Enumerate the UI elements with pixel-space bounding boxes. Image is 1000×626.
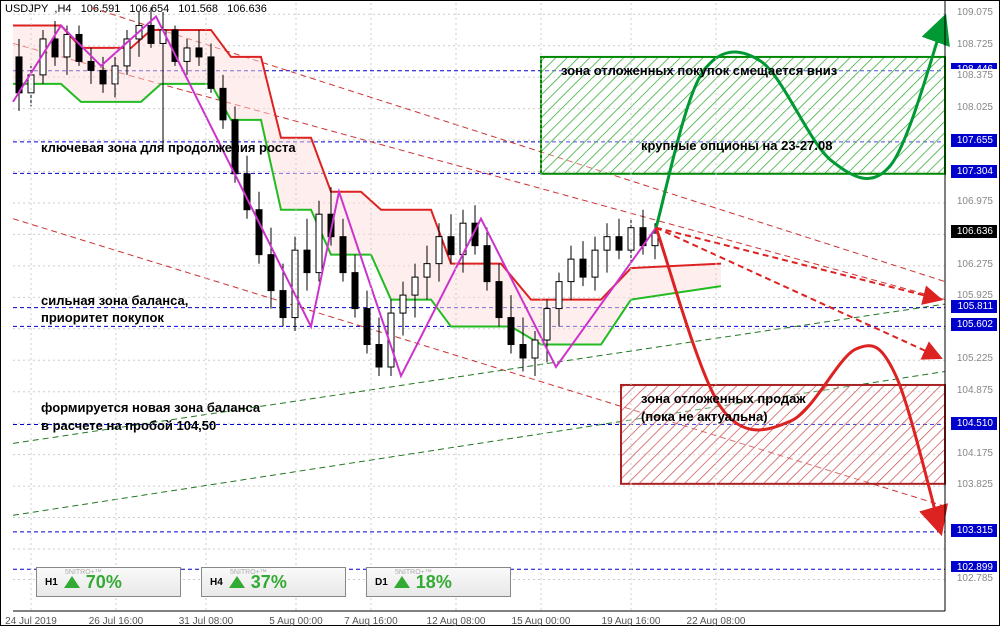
price-label: 104.175: [951, 447, 997, 460]
price-label: 106.636: [951, 225, 997, 238]
nitro-panel-h4: H45NITRO+™37%: [201, 567, 346, 597]
price-label: 104.510: [951, 417, 997, 430]
price-label: 108.025: [951, 101, 997, 114]
annot-pending-sell: зона отложенных продаж(пока не актуальна…: [641, 390, 806, 425]
nitro-panel-d1: D15NITRO+™18%: [366, 567, 511, 597]
price-label: 107.655: [951, 134, 997, 147]
price-label: 106.975: [951, 195, 997, 208]
annot-new-balance: формируется новая зона балансав расчете …: [41, 399, 260, 434]
nitro-label: 5NITRO+™: [65, 569, 102, 576]
nitro-panel-h1: H15NITRO+™70%: [36, 567, 181, 597]
price-label: 105.811: [951, 300, 997, 313]
price-label: 107.304: [951, 165, 997, 178]
annot-balance: сильная зона баланса,приоритет покупок: [41, 292, 188, 327]
triangle-up-icon: [229, 576, 245, 588]
nitro-timeframe: D1: [375, 577, 388, 588]
price-label: 105.225: [951, 352, 997, 365]
price-label: 103.315: [951, 524, 997, 537]
svg-text:15 Aug 00:00: 15 Aug 00:00: [512, 616, 571, 626]
svg-text:26 Jul 16:00: 26 Jul 16:00: [89, 616, 144, 626]
svg-text:5 Aug 00:00: 5 Aug 00:00: [269, 616, 323, 626]
svg-text:7 Aug 16:00: 7 Aug 16:00: [344, 616, 398, 626]
nitro-label: 5NITRO+™: [395, 569, 432, 576]
svg-text:12 Aug 08:00: 12 Aug 08:00: [427, 616, 486, 626]
price-label: 108.725: [951, 38, 997, 51]
price-label: 105.602: [951, 318, 997, 331]
nitro-timeframe: H4: [210, 577, 223, 588]
nitro-timeframe: H1: [45, 577, 58, 588]
triangle-up-icon: [394, 576, 410, 588]
chart-container: USDJPY,H4 106.591 106.654 101.568 106.63…: [0, 0, 1000, 626]
triangle-up-icon: [64, 576, 80, 588]
annot-pending-buy: зона отложенных покупок смещается вниз: [561, 62, 837, 80]
svg-text:24 Jul 2019: 24 Jul 2019: [5, 616, 57, 626]
price-label: 109.075: [951, 6, 997, 19]
price-label: 106.275: [951, 258, 997, 271]
svg-text:19 Aug 16:00: 19 Aug 16:00: [602, 616, 661, 626]
price-label: 103.825: [951, 478, 997, 491]
price-label: 104.875: [951, 384, 997, 397]
price-label: 102.785: [951, 572, 997, 585]
nitro-label: 5NITRO+™: [230, 569, 267, 576]
svg-text:22 Aug 08:00: 22 Aug 08:00: [687, 616, 746, 626]
annot-options: крупные опционы на 23-27.08: [641, 137, 832, 155]
annot-key-zone: ключевая зона для продолжения роста: [41, 139, 296, 157]
svg-text:31 Jul 08:00: 31 Jul 08:00: [179, 616, 234, 626]
price-label: 108.375: [951, 69, 997, 82]
